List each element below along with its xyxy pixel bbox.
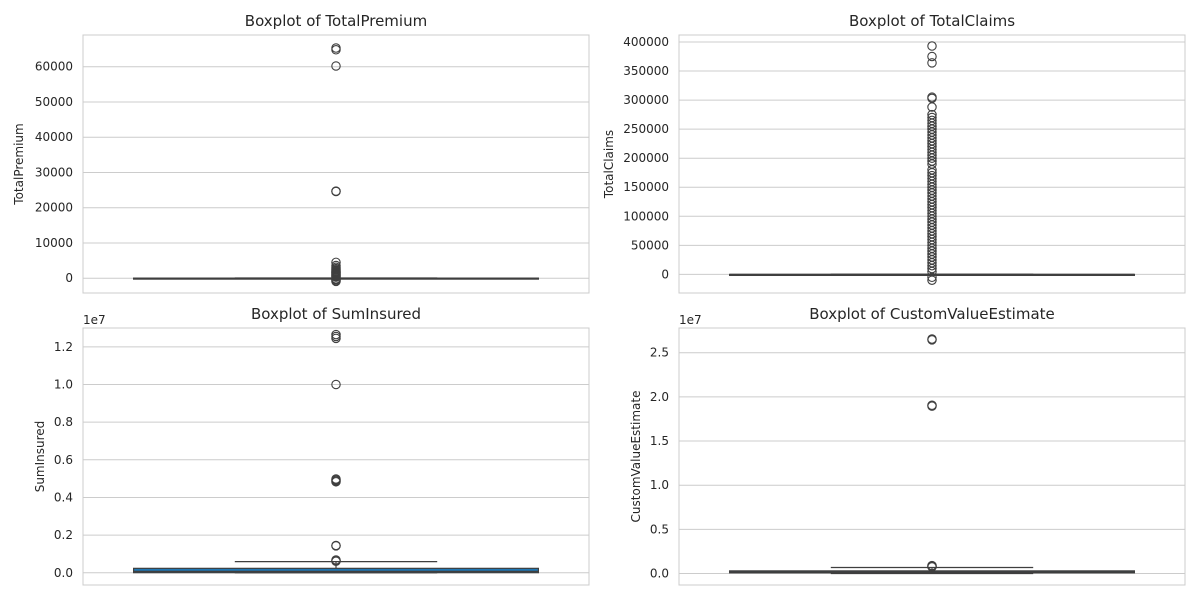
subplot-1: 0 10000 20000 30000 40000 50000 60000 Boxplot o…	[12, 12, 590, 294]
y-tick-label: 1.0	[54, 377, 73, 391]
box	[133, 567, 539, 574]
axis-offset-label: 1e7	[679, 313, 702, 327]
y-tick-label: 20000	[35, 201, 73, 215]
y-tick-label: 400000	[623, 35, 669, 49]
y-tick-label: 150000	[623, 180, 669, 194]
y-tick-label: 0.8	[54, 415, 73, 429]
y-tick-label: 0.4	[54, 490, 73, 504]
axis-offset-label: 1e7	[83, 313, 106, 327]
plot-frame	[82, 34, 590, 294]
y-tick-label: 0.2	[54, 528, 73, 542]
outlier-point	[927, 51, 937, 62]
y-tick-label: 100000	[623, 209, 669, 223]
y-tick-label: 350000	[623, 64, 669, 78]
y-tick-label: 10000	[35, 236, 73, 250]
y-tick-label: 0.0	[650, 567, 669, 581]
y-axis-label: SumInsured	[33, 421, 47, 493]
y-tick-label: 300000	[623, 93, 669, 107]
outlier-point	[927, 272, 937, 283]
y-tick-label: 2.5	[650, 346, 669, 360]
outlier-point	[331, 331, 341, 342]
y-tick-label: 0.6	[54, 453, 73, 467]
y-tick-label: 60000	[35, 60, 73, 74]
plot-frame	[82, 327, 590, 586]
y-tick-label: 0.5	[650, 522, 669, 536]
y-tick-label: 2.0	[650, 390, 669, 404]
plot-frame	[678, 327, 1186, 586]
subplot-2: 0 50000 100000 150000 200000 250000 300000 3500…	[602, 12, 1186, 294]
y-tick-label: 40000	[35, 130, 73, 144]
outlier-point	[927, 153, 937, 163]
y-axis-label: CustomValueEstimate	[629, 391, 643, 523]
outlier-point	[927, 335, 937, 345]
outlier-point	[331, 333, 341, 344]
y-tick-label: 1.2	[54, 340, 73, 354]
outlier-point	[927, 562, 937, 572]
outlier-point	[331, 379, 341, 390]
outlier-point	[927, 260, 937, 271]
outlier-point	[927, 102, 937, 112]
y-axis-label: TotalClaims	[602, 130, 616, 199]
outlier-point	[331, 276, 341, 287]
y-tick-label: 1.0	[650, 478, 669, 492]
outlier-point	[927, 58, 937, 68]
chart-title: Boxplot of CustomValueEstimate	[809, 305, 1055, 323]
y-tick-label: 30000	[35, 165, 73, 179]
outlier-point	[927, 401, 937, 411]
chart-title: Boxplot of TotalClaims	[849, 12, 1015, 30]
y-tick-label: 1.5	[650, 434, 669, 448]
y-tick-label: 0.0	[54, 566, 73, 580]
subplot-4: 0.0 0.5 1.0 1.5 2.0 2.5 Boxplot of CustomValue…	[629, 305, 1186, 586]
outlier-point	[331, 556, 341, 567]
outlier-point	[331, 186, 341, 197]
y-tick-label: 50000	[631, 238, 669, 252]
outlier-point	[331, 45, 341, 55]
outlier-point	[331, 541, 341, 551]
plot-frame	[678, 34, 1186, 294]
outlier-point	[927, 41, 937, 51]
chart-title: Boxplot of TotalPremium	[245, 12, 427, 30]
outlier-point	[331, 477, 341, 487]
y-tick-label: 0	[661, 267, 669, 281]
y-tick-label: 200000	[623, 151, 669, 165]
y-tick-label: 0	[65, 271, 73, 285]
chart-title: Boxplot of SumInsured	[251, 305, 421, 323]
y-axis-label: TotalPremium	[12, 123, 26, 205]
outlier-point	[331, 61, 341, 71]
subplot-3: 0.0 0.2 0.4 0.6 0.8 1.0 1.2 Boxplot of SumInsur…	[33, 305, 590, 586]
outlier-point	[927, 275, 937, 285]
y-tick-label: 50000	[35, 95, 73, 109]
y-tick-label: 250000	[623, 122, 669, 136]
